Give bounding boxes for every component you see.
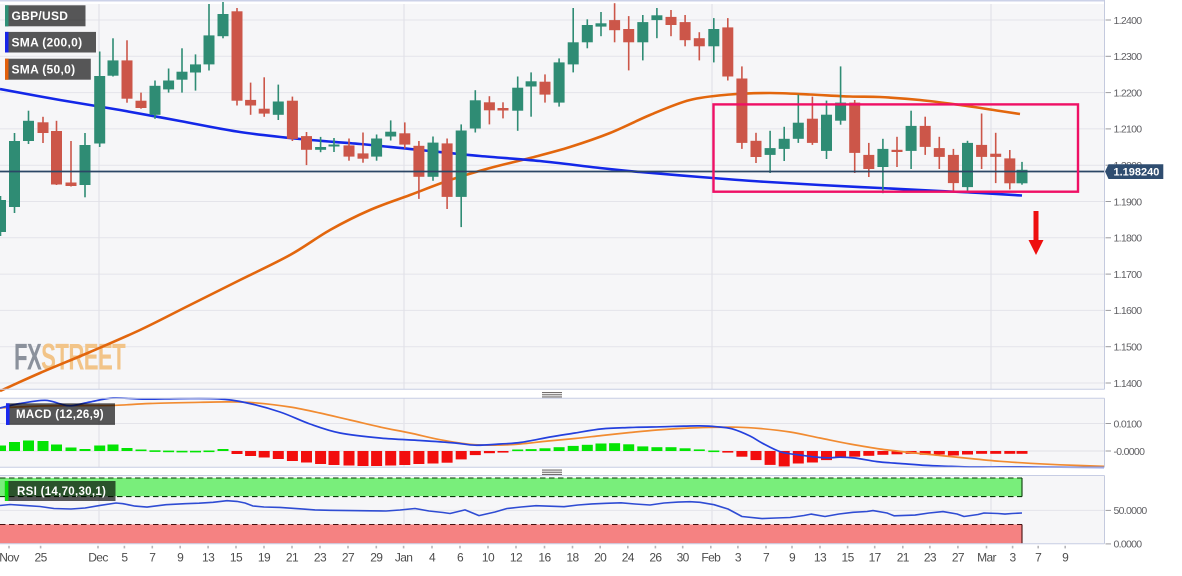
- svg-text:RSI (14,70,30,1): RSI (14,70,30,1): [17, 486, 106, 498]
- svg-text:25: 25: [35, 550, 48, 564]
- svg-text:21: 21: [286, 550, 299, 564]
- svg-text:12: 12: [510, 550, 523, 564]
- svg-text:13: 13: [814, 550, 827, 564]
- svg-text:Nov: Nov: [0, 550, 19, 564]
- svg-text:20: 20: [594, 550, 607, 564]
- svg-text:17: 17: [869, 550, 882, 564]
- svg-text:SMA (50,0): SMA (50,0): [12, 63, 76, 77]
- svg-text:1.1900: 1.1900: [1114, 196, 1143, 208]
- svg-text:1.2200: 1.2200: [1114, 87, 1143, 99]
- svg-text:7: 7: [763, 550, 770, 564]
- svg-text:6: 6: [457, 550, 464, 564]
- svg-text:SMA (200,0): SMA (200,0): [12, 36, 83, 50]
- svg-text:7: 7: [1035, 550, 1042, 564]
- svg-text:0.0100: 0.0100: [1114, 418, 1143, 430]
- svg-text:16: 16: [538, 550, 551, 564]
- svg-text:1.2100: 1.2100: [1114, 124, 1143, 136]
- svg-text:3: 3: [735, 550, 742, 564]
- svg-text:1.198240: 1.198240: [1114, 166, 1160, 178]
- svg-text:15: 15: [230, 550, 243, 564]
- svg-text:18: 18: [566, 550, 579, 564]
- svg-text:9: 9: [177, 550, 184, 564]
- svg-text:1.2400: 1.2400: [1114, 15, 1143, 27]
- svg-text:23: 23: [314, 550, 327, 564]
- svg-text:10: 10: [482, 550, 495, 564]
- svg-text:1.1500: 1.1500: [1114, 342, 1143, 354]
- svg-text:3: 3: [1010, 550, 1017, 564]
- svg-text:50.0000: 50.0000: [1114, 505, 1148, 517]
- svg-text:23: 23: [924, 550, 937, 564]
- svg-text:9: 9: [1062, 550, 1069, 564]
- svg-text:27: 27: [342, 550, 355, 564]
- svg-text:5: 5: [121, 550, 128, 564]
- svg-text:0.0000: 0.0000: [1114, 539, 1143, 551]
- svg-text:MACD (12,26,9): MACD (12,26,9): [16, 409, 104, 421]
- svg-text:15: 15: [842, 550, 855, 564]
- svg-text:Mar: Mar: [977, 550, 996, 564]
- svg-text:29: 29: [370, 550, 383, 564]
- svg-text:13: 13: [202, 550, 215, 564]
- svg-text:7: 7: [149, 550, 156, 564]
- svg-text:21: 21: [897, 550, 910, 564]
- svg-text:Dec: Dec: [88, 550, 108, 564]
- svg-text:1.1800: 1.1800: [1114, 233, 1143, 245]
- svg-text:30: 30: [677, 550, 690, 564]
- svg-text:-0.0000: -0.0000: [1114, 446, 1146, 458]
- svg-text:Jan: Jan: [395, 550, 413, 564]
- svg-text:26: 26: [649, 550, 662, 564]
- svg-text:19: 19: [258, 550, 271, 564]
- svg-text:9: 9: [789, 550, 796, 564]
- svg-text:1.1700: 1.1700: [1114, 269, 1143, 281]
- svg-text:GBP/USD: GBP/USD: [12, 9, 69, 23]
- svg-text:1.1400: 1.1400: [1114, 378, 1143, 390]
- svg-text:24: 24: [622, 550, 635, 564]
- svg-text:1.1600: 1.1600: [1114, 305, 1143, 317]
- svg-text:1.2300: 1.2300: [1114, 51, 1143, 63]
- svg-text:4: 4: [429, 550, 436, 564]
- svg-text:27: 27: [952, 550, 965, 564]
- svg-text:Feb: Feb: [701, 550, 721, 564]
